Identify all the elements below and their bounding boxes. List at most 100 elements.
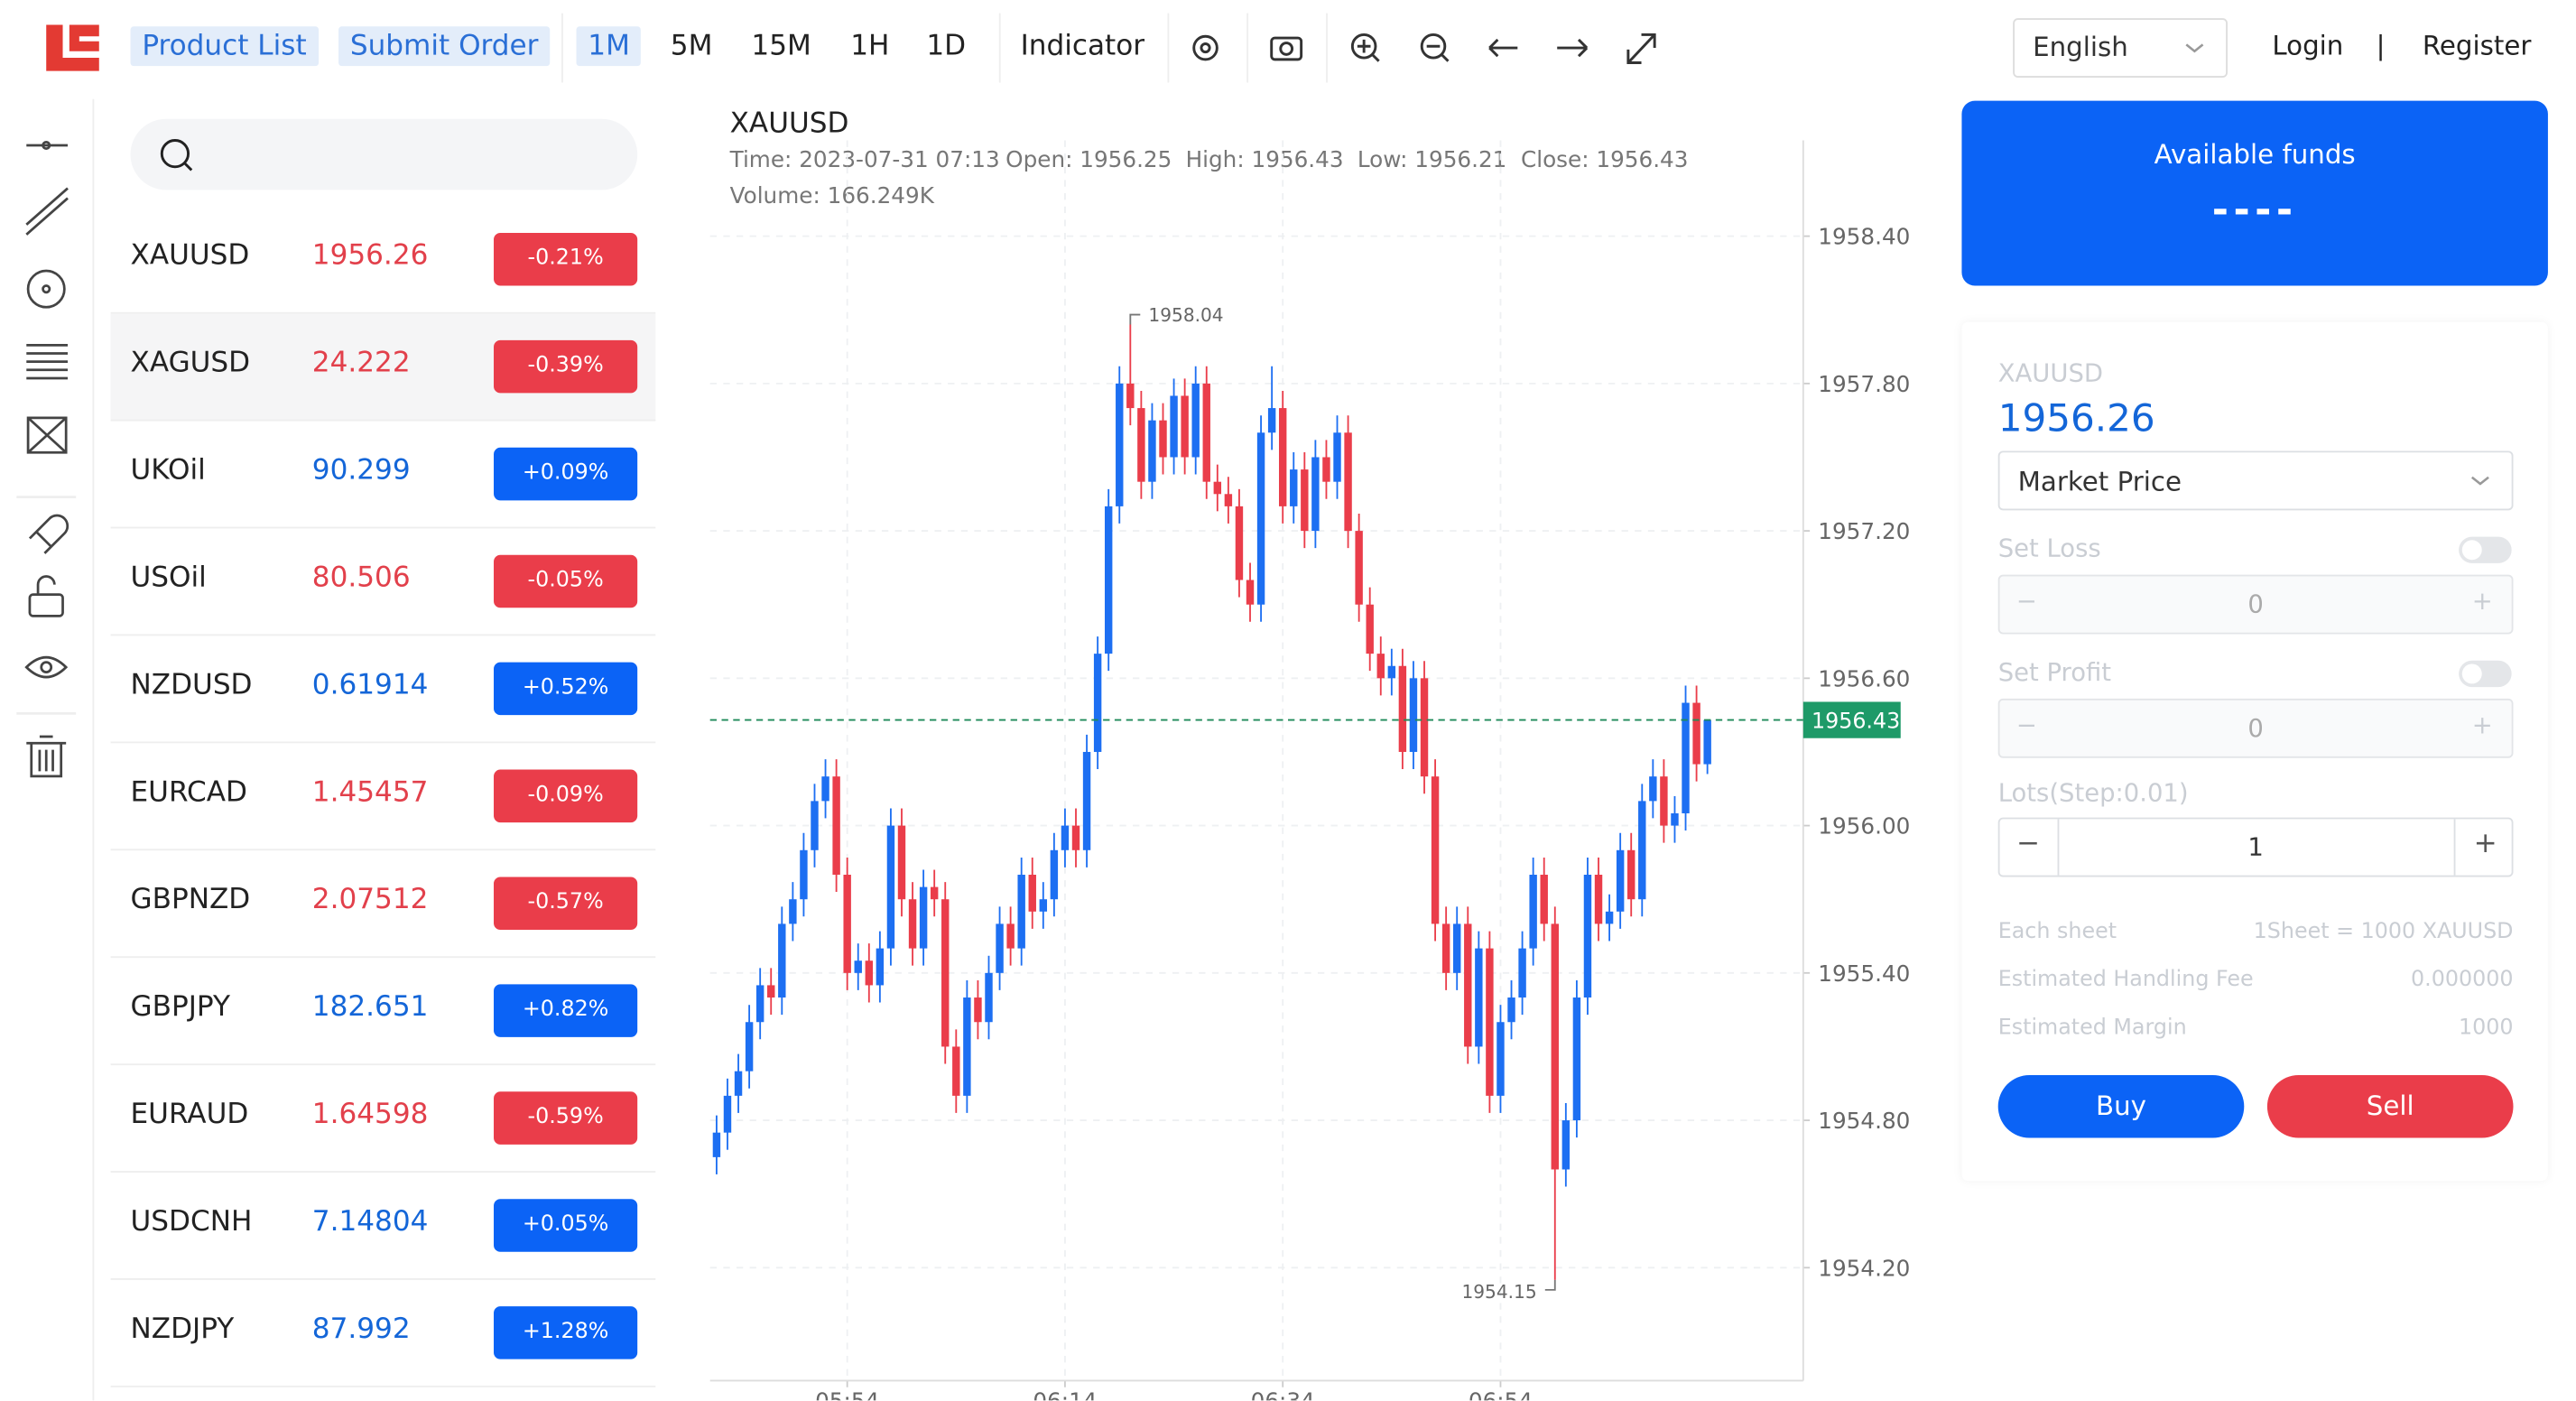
left-icon[interactable] xyxy=(1488,38,1518,58)
buy-button[interactable]: Buy xyxy=(1997,1075,2245,1138)
instrument-row[interactable]: GBPNZD 2.07512 -0.57% xyxy=(110,850,656,959)
candle-body xyxy=(1583,874,1592,998)
loss-input[interactable]: − 0 + xyxy=(1997,574,2514,635)
right-icon[interactable] xyxy=(1557,38,1589,58)
period-button[interactable]: 1H xyxy=(850,29,890,63)
candle-body xyxy=(1082,751,1091,850)
submit-order-button[interactable]: Submit Order xyxy=(338,26,551,67)
instrument-row[interactable]: NZDJPY 87.992 +1.28% xyxy=(110,1280,656,1387)
set-profit-toggle[interactable] xyxy=(2459,660,2512,688)
candle-body xyxy=(1355,531,1363,605)
candle-body xyxy=(1387,665,1396,679)
register-link[interactable]: Register xyxy=(2422,29,2532,61)
candle-body xyxy=(1551,923,1559,1170)
lots-input[interactable]: − 1 + xyxy=(1997,817,2514,877)
order-type-select[interactable]: Market Price xyxy=(1997,450,2514,511)
product-list-button[interactable]: Product List xyxy=(130,26,319,67)
zoom-in-icon[interactable] xyxy=(1350,32,1380,62)
instrument-row[interactable]: NZDUSD 0.61914 +0.52% xyxy=(110,636,656,744)
circle-tool[interactable] xyxy=(26,269,66,309)
candle-body xyxy=(778,923,786,998)
set-loss-toggle[interactable] xyxy=(2459,536,2512,563)
search-box[interactable] xyxy=(130,118,638,190)
instrument-name: GBPNZD xyxy=(130,883,251,917)
candle-body xyxy=(734,1071,743,1096)
instrument-row[interactable]: UKOil 90.299 +0.09% xyxy=(110,422,656,529)
candle-body xyxy=(811,801,819,850)
candle-body xyxy=(789,899,797,924)
change-badge: +1.28% xyxy=(494,1306,638,1359)
candle-body xyxy=(1441,923,1450,973)
detail-label: Each sheet xyxy=(1997,920,2117,945)
candle-body xyxy=(952,1046,960,1096)
change-badge: +0.82% xyxy=(494,984,638,1037)
magnet-tool[interactable] xyxy=(28,514,69,554)
instrument-row[interactable]: USDCNH 7.14804 +0.05% xyxy=(110,1173,656,1280)
language-select[interactable]: English xyxy=(2013,18,2228,78)
last-price-tag xyxy=(1802,701,1901,738)
period-button[interactable]: 1D xyxy=(926,29,967,63)
instrument-row[interactable]: XAUUSD 1956.26 -0.21% xyxy=(110,207,656,314)
separator xyxy=(561,13,563,83)
candle-body xyxy=(1116,383,1124,506)
zoom-out-icon[interactable] xyxy=(1420,32,1450,62)
trend-tool[interactable] xyxy=(25,187,69,236)
plus[interactable]: + xyxy=(2473,827,2497,861)
fib-tool[interactable] xyxy=(26,343,69,380)
profit-input[interactable]: − 0 + xyxy=(1997,698,2514,758)
candle-body xyxy=(1638,801,1646,900)
instrument-name: USDCNH xyxy=(130,1205,253,1239)
lock-tool[interactable] xyxy=(28,575,64,617)
candle-body xyxy=(1267,408,1276,433)
change-badge: -0.09% xyxy=(494,769,638,823)
instrument-row[interactable]: EURCAD 1.45457 -0.09% xyxy=(110,743,656,851)
candle-body xyxy=(1660,776,1668,826)
detail-value: 1000 xyxy=(2458,1016,2514,1041)
pattern-tool[interactable] xyxy=(26,416,68,454)
volume-info: Volume: 166.249K xyxy=(730,182,935,209)
candle-body xyxy=(1278,408,1287,506)
line-tool[interactable] xyxy=(26,140,69,151)
indicator-button[interactable]: Indicator xyxy=(1020,29,1145,63)
candle-body xyxy=(745,1022,754,1072)
candle-body xyxy=(1594,874,1603,924)
screenshot-icon[interactable] xyxy=(1270,36,1303,61)
candle-body xyxy=(1409,678,1418,752)
candle-body xyxy=(1398,665,1407,752)
logo[interactable] xyxy=(40,18,106,78)
separator-text: | xyxy=(2376,29,2386,61)
instrument-row[interactable]: EURAUD 1.64598 -0.59% xyxy=(110,1065,656,1173)
instrument-row[interactable]: GBPJPY 182.651 +0.82% xyxy=(110,958,656,1066)
instrument-row[interactable]: XAGUSD 24.222 -0.39% xyxy=(110,313,656,422)
minus[interactable]: − xyxy=(2015,827,2040,861)
candle-body xyxy=(1376,654,1385,679)
drawing-tools xyxy=(16,140,77,778)
period-button[interactable]: 5M xyxy=(670,29,713,63)
login-link[interactable]: Login xyxy=(2272,29,2344,61)
settings-icon[interactable] xyxy=(1192,34,1219,61)
price-chart: XAUUSD Time: 2023-07-31 07:13 Open: 1956.2… xyxy=(709,107,1910,1401)
order-symbol: XAUUSD xyxy=(1997,358,2104,388)
candle-body xyxy=(755,985,764,1023)
y-tick-label: 1954.20 xyxy=(1818,1255,1910,1281)
funds-value: ---- xyxy=(2211,186,2298,233)
eye-tool[interactable] xyxy=(24,655,69,679)
instrument-price: 80.506 xyxy=(311,561,411,595)
toolbar-icons xyxy=(1192,32,1656,64)
candle-body xyxy=(974,997,982,1023)
fullscreen-icon[interactable] xyxy=(1626,32,1656,64)
candle-body xyxy=(1050,849,1059,900)
period-button[interactable]: 1M xyxy=(576,26,642,67)
y-tick-label: 1954.80 xyxy=(1818,1108,1910,1134)
y-tick-label: 1955.40 xyxy=(1818,960,1910,987)
delete-tool[interactable] xyxy=(26,735,67,778)
y-tick-label: 1958.40 xyxy=(1818,224,1910,250)
instrument-row[interactable]: USOil 80.506 -0.05% xyxy=(110,528,656,636)
candle-body xyxy=(1191,383,1200,458)
sell-button[interactable]: Sell xyxy=(2266,1075,2514,1138)
period-button[interactable]: 15M xyxy=(751,29,811,63)
candle-body xyxy=(1159,420,1167,458)
candle-body xyxy=(908,899,917,949)
change-badge: -0.57% xyxy=(494,877,638,931)
candle-body xyxy=(843,874,851,973)
